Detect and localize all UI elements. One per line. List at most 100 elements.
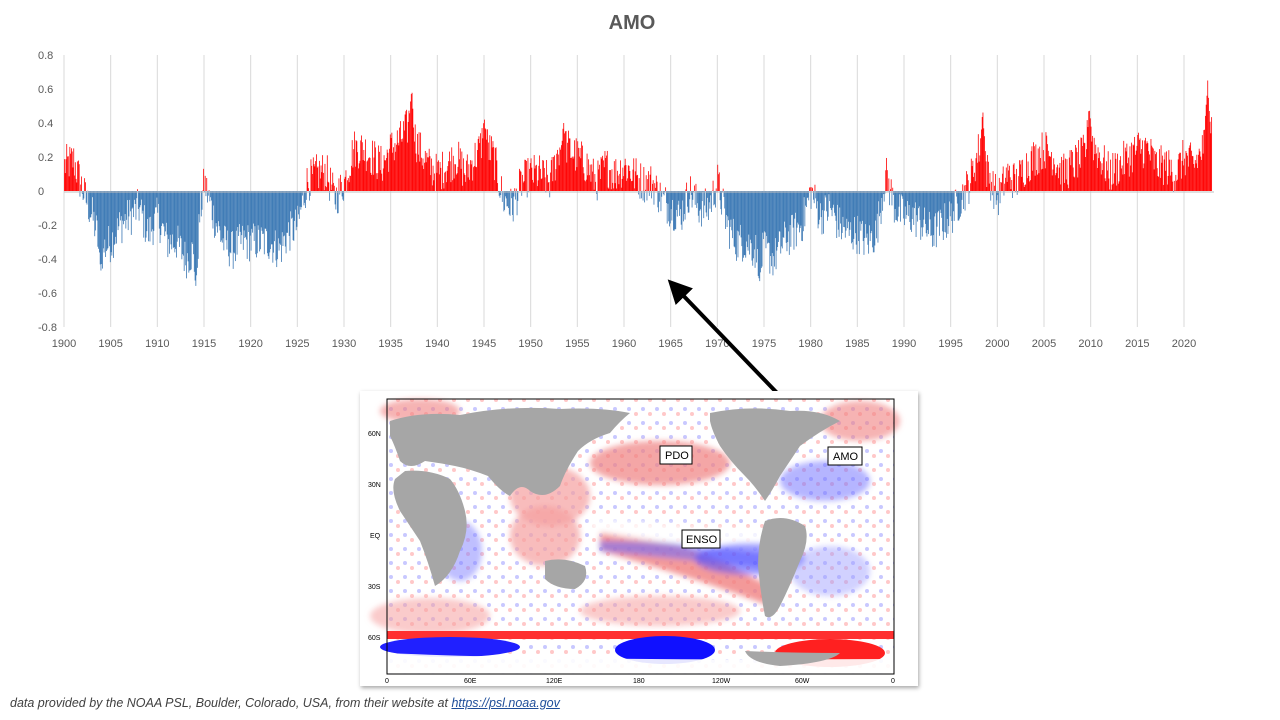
bar-negative <box>224 191 226 226</box>
bar-negative <box>742 191 744 262</box>
bar-negative <box>642 191 644 201</box>
bar-negative <box>127 191 129 231</box>
bar-negative <box>767 191 769 243</box>
bar-positive <box>1135 154 1136 191</box>
bar-positive <box>890 179 892 191</box>
bar-negative <box>265 191 267 229</box>
bar-negative <box>334 191 336 205</box>
bar-positive <box>389 148 390 191</box>
bar-positive <box>383 155 385 191</box>
bar-positive <box>1142 140 1143 191</box>
bar-negative <box>860 191 862 231</box>
bar-positive <box>67 156 69 191</box>
bar-negative <box>941 191 943 218</box>
bar-positive <box>1031 146 1033 191</box>
bar-negative <box>1003 191 1005 196</box>
bar-positive <box>1008 170 1010 191</box>
bar-positive <box>1159 149 1160 191</box>
bar-positive <box>1081 137 1083 191</box>
pdo-label-box: PDO <box>659 445 693 465</box>
bar-positive <box>649 174 651 191</box>
bar-negative <box>781 191 782 247</box>
bar-negative <box>678 191 680 201</box>
bar-positive <box>1208 97 1209 191</box>
bar-negative <box>841 191 843 233</box>
bar-positive <box>81 176 82 191</box>
bar-negative <box>503 191 505 212</box>
bar-positive <box>327 181 329 191</box>
bar-positive <box>1155 154 1157 191</box>
bar-positive <box>604 151 606 191</box>
bar-negative <box>708 191 710 203</box>
bar-positive <box>402 138 404 191</box>
bar-negative <box>98 191 100 249</box>
bar-negative <box>118 191 120 227</box>
bar-positive <box>358 168 359 191</box>
bar-positive <box>1119 160 1121 191</box>
bar-positive <box>1144 140 1146 191</box>
bar-negative <box>724 191 726 209</box>
bar-positive <box>1185 150 1187 191</box>
bar-negative <box>97 191 99 247</box>
bar-negative <box>103 191 105 253</box>
lon-label-60e: 60E <box>464 678 477 685</box>
bar-negative <box>669 191 670 227</box>
bar-negative <box>795 191 797 247</box>
bar-negative <box>739 191 741 225</box>
bar-negative <box>95 191 96 231</box>
bar-negative <box>681 191 683 230</box>
bar-positive <box>1032 170 1034 191</box>
sst-anomaly-map: 60N 30N EQ 30S 60S 0 60E 120E 180 120W 6… <box>368 398 900 685</box>
psl-link[interactable]: https://psl.noaa.gov <box>451 696 560 710</box>
bar-positive <box>989 172 991 191</box>
bar-positive <box>535 165 537 191</box>
bar-negative <box>151 191 153 230</box>
bar-negative <box>832 191 834 208</box>
bar-positive <box>1205 115 1206 191</box>
bar-negative <box>789 191 791 225</box>
x-tick-label: 2010 <box>1078 338 1102 350</box>
bar-positive <box>1128 157 1129 191</box>
bar-positive <box>1103 145 1105 191</box>
bar-negative <box>872 191 873 248</box>
bar-positive <box>575 138 577 191</box>
bar-positive <box>333 182 334 191</box>
bar-positive <box>390 138 392 191</box>
bar-positive <box>577 141 579 191</box>
bar-negative <box>726 191 728 228</box>
bar-positive <box>393 147 394 191</box>
bar-positive <box>540 179 542 191</box>
bar-negative <box>781 191 783 249</box>
bar-negative <box>939 191 941 210</box>
bar-positive <box>370 172 372 191</box>
bar-positive <box>1139 138 1141 191</box>
bar-positive <box>1205 104 1207 191</box>
bar-negative <box>869 191 871 242</box>
bar-negative <box>262 191 264 234</box>
bar-positive <box>460 168 462 191</box>
bar-positive <box>431 185 433 191</box>
bar-negative <box>516 191 518 216</box>
bar-positive <box>1088 111 1090 191</box>
bar-negative <box>903 191 905 219</box>
bar-positive <box>611 169 613 191</box>
bar-negative <box>841 191 842 240</box>
bar-positive <box>1180 152 1181 191</box>
bar-positive <box>487 129 488 191</box>
bar-negative <box>898 191 900 207</box>
bar-positive <box>1071 150 1073 191</box>
bar-negative <box>121 191 123 244</box>
bar-positive <box>74 162 76 191</box>
bar-positive <box>322 155 324 191</box>
bar-positive <box>391 132 393 191</box>
bar-positive <box>453 178 455 191</box>
bar-negative <box>736 191 737 261</box>
bar-positive <box>326 155 328 191</box>
bar-negative <box>929 191 931 220</box>
bar-positive <box>368 158 369 191</box>
bar-positive <box>561 145 562 191</box>
bar-positive <box>328 182 330 191</box>
bar-positive <box>1018 176 1020 191</box>
bar-positive <box>1086 120 1088 191</box>
bar-negative <box>889 191 891 206</box>
